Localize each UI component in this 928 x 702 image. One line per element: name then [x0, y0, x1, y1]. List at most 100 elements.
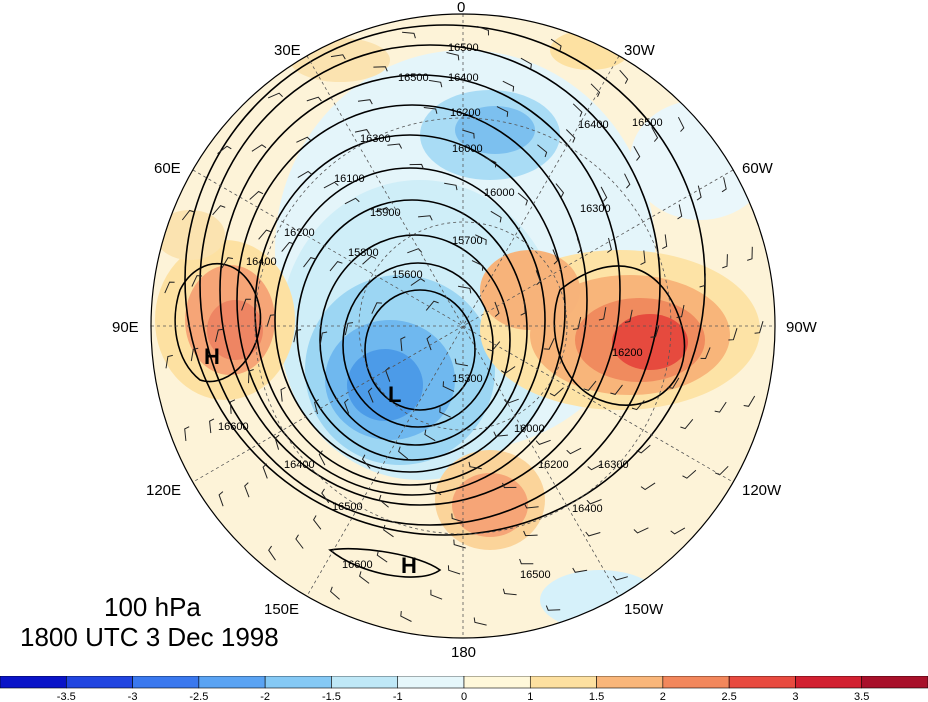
- colorbar-swatch: [861, 676, 928, 689]
- wind-barb: [281, 241, 295, 252]
- wind-barb: [398, 446, 409, 460]
- contour-label: 16400: [572, 503, 603, 515]
- colorbar-tick-label: -2: [260, 691, 270, 702]
- wind-barb: [218, 491, 224, 507]
- wind-barb: [453, 539, 466, 549]
- contour-label: 15300: [452, 373, 483, 385]
- wind-barb: [651, 127, 659, 142]
- contour-label: 15700: [452, 235, 483, 247]
- wind-barb: [354, 129, 370, 135]
- wind-barb: [680, 418, 694, 430]
- wind-barb: [266, 314, 276, 327]
- wind-barb: [583, 380, 597, 391]
- wind-barb: [650, 325, 660, 338]
- contour-label: 15900: [370, 207, 401, 219]
- contour-label: 16200: [538, 459, 569, 471]
- lon-label-150e: 150E: [264, 601, 299, 618]
- wind-barb: [468, 461, 482, 470]
- wind-barb: [624, 309, 633, 323]
- wind-barb: [293, 329, 302, 343]
- wind-barb: [318, 450, 326, 466]
- wind-barb: [344, 197, 360, 205]
- contour-label: 16400: [246, 256, 277, 268]
- wind-barb: [624, 173, 631, 189]
- wind-barb: [550, 38, 562, 52]
- wind-barb: [423, 107, 438, 114]
- contour-label: 16500: [398, 72, 429, 84]
- wind-barb: [241, 298, 251, 311]
- wind-barb: [523, 503, 539, 509]
- wind-barb: [191, 275, 203, 287]
- wind-barb: [640, 482, 656, 491]
- wind-barb: [258, 229, 272, 240]
- wind-barb: [409, 163, 424, 170]
- wind-barb: [446, 52, 460, 61]
- contour-label: 16200: [612, 347, 643, 359]
- wind-barb: [444, 182, 458, 191]
- map-border: [150, 13, 776, 639]
- contour-label: 16200: [450, 107, 481, 119]
- wind-barb: [312, 515, 322, 530]
- wind-barb: [586, 499, 602, 505]
- wind-barb: [209, 418, 215, 434]
- lon-label-120w: 120W: [742, 482, 782, 499]
- wind-barb: [600, 186, 608, 202]
- contour-label: 16000: [452, 143, 483, 155]
- wind-barb: [502, 80, 515, 92]
- wind-barb: [330, 586, 340, 600]
- wind-barb: [215, 328, 224, 342]
- lon-label-180: 180: [451, 644, 476, 661]
- wind-barb: [598, 307, 607, 321]
- wind-barb: [371, 302, 382, 314]
- wind-barb: [545, 605, 561, 611]
- wind-barb: [714, 465, 729, 476]
- wind-barb: [619, 69, 629, 84]
- wind-barb: [442, 381, 455, 392]
- wind-barb: [367, 387, 374, 403]
- wind-barb: [229, 399, 236, 414]
- colorbar-swatch: [728, 676, 796, 689]
- wind-barb: [535, 439, 551, 445]
- colorbar-swatch: [0, 676, 67, 689]
- wind-barb: [633, 145, 641, 161]
- wind-barb: [306, 96, 322, 102]
- wind-barb: [378, 494, 389, 508]
- colorbar-swatch: [331, 676, 399, 689]
- wind-barb: [502, 482, 517, 489]
- wind-barb: [476, 25, 489, 36]
- wind-barb: [612, 575, 628, 581]
- wind-barb: [682, 469, 697, 479]
- colorbar-swatch: [463, 676, 531, 689]
- colorbar-swatch: [662, 676, 730, 689]
- contour-label: 16200: [284, 227, 315, 239]
- colorbar-swatch: [198, 676, 266, 689]
- wind-barb: [607, 237, 612, 253]
- wind-barb: [754, 321, 764, 334]
- timestamp-caption: 1800 UTC 3 Dec 1998: [20, 622, 279, 652]
- wind-barb: [572, 316, 582, 330]
- wind-barb: [375, 207, 391, 213]
- contour-label: 16400: [578, 119, 609, 131]
- wind-barb: [357, 99, 373, 105]
- wind-barb: [585, 531, 601, 537]
- wind-barb: [387, 143, 403, 149]
- colorbar-tick-label: -1.5: [322, 691, 341, 702]
- colorbar-swatch: [397, 676, 465, 689]
- lon-label-120e: 120E: [146, 482, 181, 499]
- wind-barb: [248, 369, 254, 384]
- wind-barb: [400, 611, 412, 622]
- lon-label-30w: 30W: [624, 42, 656, 59]
- wind-barb: [502, 588, 517, 596]
- wind-barb: [487, 341, 501, 352]
- wind-barb: [267, 92, 283, 99]
- wind-barb: [552, 249, 559, 265]
- wind-barb: [184, 426, 190, 441]
- wind-barb: [362, 255, 377, 265]
- wind-barb: [576, 238, 582, 254]
- wind-barb: [262, 463, 268, 479]
- wind-barb: [721, 177, 727, 193]
- contour-label: 16600: [218, 421, 249, 433]
- wind-barb: [330, 54, 346, 60]
- wind-barb: [251, 144, 267, 152]
- contour-label: 16500: [332, 501, 363, 513]
